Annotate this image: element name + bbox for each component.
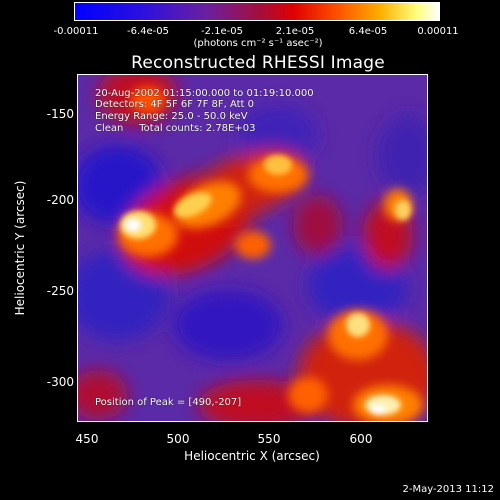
energy-range-text: Energy Range: 25.0 - 50.0 keV — [95, 111, 248, 122]
x-tick-label: 600 — [349, 432, 373, 446]
x-axis-label: Heliocentric X (arcsec) — [184, 449, 320, 463]
y-axis-label: Heliocentric Y (arcsec) — [13, 180, 27, 316]
colorbar-tick-label: 2.1e-05 — [275, 26, 315, 37]
x-tick-label: 500 — [166, 432, 190, 446]
x-tick-label: 550 — [257, 432, 281, 446]
y-tick-label: -150 — [46, 107, 74, 121]
colorbar-tick-label: -2.1e-05 — [201, 26, 243, 37]
y-tick-label: -200 — [46, 193, 74, 207]
image-plot — [77, 74, 428, 422]
y-tick-label: -250 — [46, 284, 74, 298]
colorbar-tick-label: 0.00011 — [417, 26, 459, 37]
x-tick-label: 450 — [75, 432, 99, 446]
peak-position-text: Position of Peak = [490,-207] — [95, 397, 242, 408]
detectors-text: Detectors: 4F 5F 6F 7F 8F, Att 0 — [95, 99, 255, 110]
colorbar — [74, 2, 440, 21]
time-range-text: 20-Aug-2002 01:15:00.000 to 01:19:10.000 — [95, 88, 314, 99]
colorbar-tick-label: 6.4e-05 — [348, 26, 388, 37]
clean-counts-text: Clean Total counts: 2.78E+03 — [95, 123, 256, 134]
plot-title: Reconstructed RHESSI Image — [131, 53, 385, 73]
rhessi-image — [78, 75, 427, 421]
y-tick-label: -300 — [46, 375, 74, 389]
colorbar-tick-label: -0.00011 — [53, 26, 99, 37]
timestamp: 2-May-2013 11:12 — [402, 484, 494, 495]
colorbar-units: (photons cm⁻² s⁻¹ asec⁻²) — [193, 38, 323, 49]
colorbar-tick-label: -6.4e-05 — [127, 26, 169, 37]
